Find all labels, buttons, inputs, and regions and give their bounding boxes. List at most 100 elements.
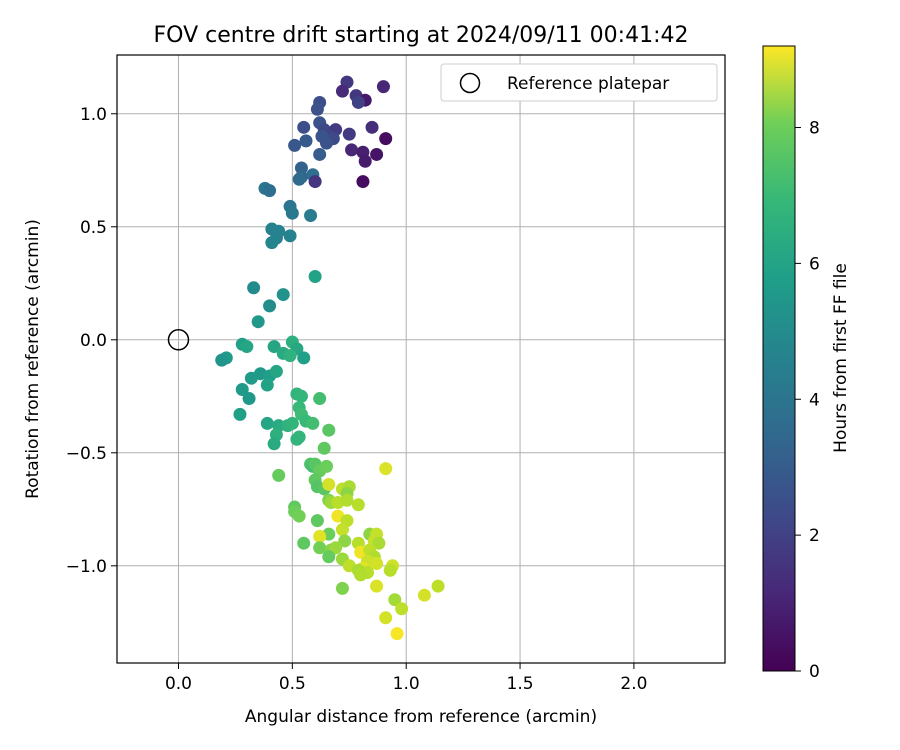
data-point: [319, 136, 333, 150]
data-point: [345, 143, 359, 157]
data-point: [297, 536, 311, 550]
data-point: [294, 389, 308, 403]
y-tick-label: 0.5: [80, 218, 107, 238]
colorbar-label: Hours from first FF file: [831, 263, 851, 453]
x-tick-label: 0.5: [279, 674, 306, 694]
data-point: [322, 423, 336, 437]
data-point: [329, 541, 343, 555]
data-point: [233, 407, 247, 421]
data-point: [251, 315, 265, 329]
data-point: [308, 175, 322, 189]
data-point: [310, 514, 324, 528]
x-tick-label: 0.0: [165, 674, 192, 694]
y-tick-label: 1.0: [80, 105, 107, 125]
data-point: [267, 437, 281, 451]
data-point: [304, 208, 318, 222]
grid-lines: [117, 55, 725, 663]
data-point: [383, 563, 397, 577]
data-point: [297, 351, 311, 365]
legend-marker-icon: [459, 72, 481, 94]
data-point: [365, 120, 379, 134]
reference-point-marker: [167, 329, 190, 351]
data-point: [379, 611, 393, 625]
colorbar-tick-label: 4: [809, 390, 820, 410]
legend-box: [440, 63, 718, 102]
data-point: [283, 349, 297, 363]
data-point: [292, 172, 306, 186]
data-point: [235, 383, 249, 397]
x-tick-label: 2.0: [620, 674, 647, 694]
data-point: [313, 147, 327, 161]
y-tick-label: −1.0: [66, 557, 107, 577]
data-point: [356, 175, 370, 189]
chart-title: FOV centre drift starting at 2024/09/11 …: [154, 23, 689, 48]
data-point: [342, 127, 356, 141]
data-point: [297, 120, 311, 134]
data-points: [167, 75, 445, 641]
data-point: [285, 416, 299, 430]
data-point: [351, 95, 365, 109]
data-point: [269, 364, 283, 378]
data-point: [272, 468, 286, 482]
data-point: [242, 392, 256, 406]
y-tick-label: 0.0: [80, 331, 107, 351]
legend: Reference platepar: [440, 63, 718, 102]
data-point: [263, 299, 277, 313]
colorbar-tick-label: 6: [809, 254, 820, 274]
colorbar-tick-label: 8: [809, 119, 820, 139]
data-point: [388, 593, 402, 607]
data-point: [370, 579, 384, 593]
data-point: [417, 588, 431, 602]
x-axis-ticks: 0.0 0.5 1.0 1.5 2.0: [165, 663, 647, 694]
data-point: [351, 498, 365, 512]
data-point: [317, 441, 331, 455]
data-point: [244, 371, 258, 385]
data-point: [372, 536, 386, 550]
x-tick-label: 1.0: [393, 674, 420, 694]
data-point: [306, 416, 320, 430]
data-point: [260, 378, 274, 392]
data-point: [376, 80, 390, 94]
y-axis-label: Rotation from reference (arcmin): [23, 219, 43, 499]
data-point: [313, 392, 327, 406]
data-point: [354, 568, 368, 582]
data-point: [299, 134, 313, 148]
x-tick-label: 1.5: [507, 674, 534, 694]
data-point: [335, 523, 349, 537]
data-point: [322, 550, 336, 564]
colorbar-tick-label: 0: [809, 662, 820, 682]
data-point: [294, 161, 308, 175]
data-point: [215, 353, 229, 367]
data-point: [340, 493, 354, 507]
data-point: [322, 477, 336, 491]
data-point: [370, 147, 384, 161]
data-point: [292, 509, 306, 523]
data-point: [267, 340, 281, 354]
data-point: [319, 459, 333, 473]
plot-frame: [116, 54, 726, 664]
data-point: [390, 627, 404, 641]
data-point: [395, 602, 409, 616]
data-point: [358, 154, 372, 168]
data-point: [313, 541, 327, 555]
data-point: [379, 462, 393, 476]
data-point: [370, 557, 384, 571]
y-tick-label: −0.5: [66, 444, 107, 464]
data-point: [285, 206, 299, 220]
x-axis-label: Angular distance from reference (arcmin): [245, 707, 597, 727]
data-point: [310, 102, 324, 116]
data-point: [265, 236, 279, 250]
colorbar: 0 2 4 6 8 Hours from first FF file: [762, 45, 851, 682]
data-point: [247, 281, 261, 295]
colorbar-gradient: [762, 45, 796, 672]
colorbar-tick-label: 2: [809, 526, 820, 546]
colorbar-ticks: 0 2 4 6 8: [795, 119, 820, 682]
data-point: [335, 581, 349, 595]
data-point: [313, 529, 327, 543]
data-point: [260, 416, 274, 430]
data-point: [290, 432, 304, 446]
data-point: [338, 534, 352, 548]
data-point: [240, 340, 254, 354]
data-point: [431, 579, 445, 593]
